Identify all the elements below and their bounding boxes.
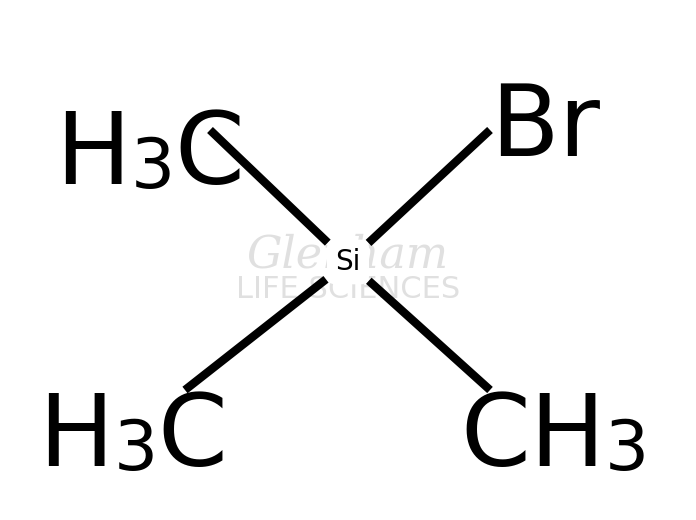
Text: 3: 3 bbox=[606, 418, 649, 484]
Text: 3: 3 bbox=[130, 135, 175, 202]
Text: C: C bbox=[157, 390, 228, 487]
Text: Br: Br bbox=[490, 80, 600, 177]
Text: C: C bbox=[175, 108, 244, 205]
Text: 3: 3 bbox=[113, 418, 157, 484]
Text: Glenham: Glenham bbox=[247, 233, 449, 277]
Text: H: H bbox=[55, 108, 130, 205]
Text: H: H bbox=[38, 390, 113, 487]
Text: Si: Si bbox=[335, 248, 361, 276]
Text: LIFE SCIENCES: LIFE SCIENCES bbox=[236, 276, 460, 305]
Text: CH: CH bbox=[460, 390, 606, 487]
